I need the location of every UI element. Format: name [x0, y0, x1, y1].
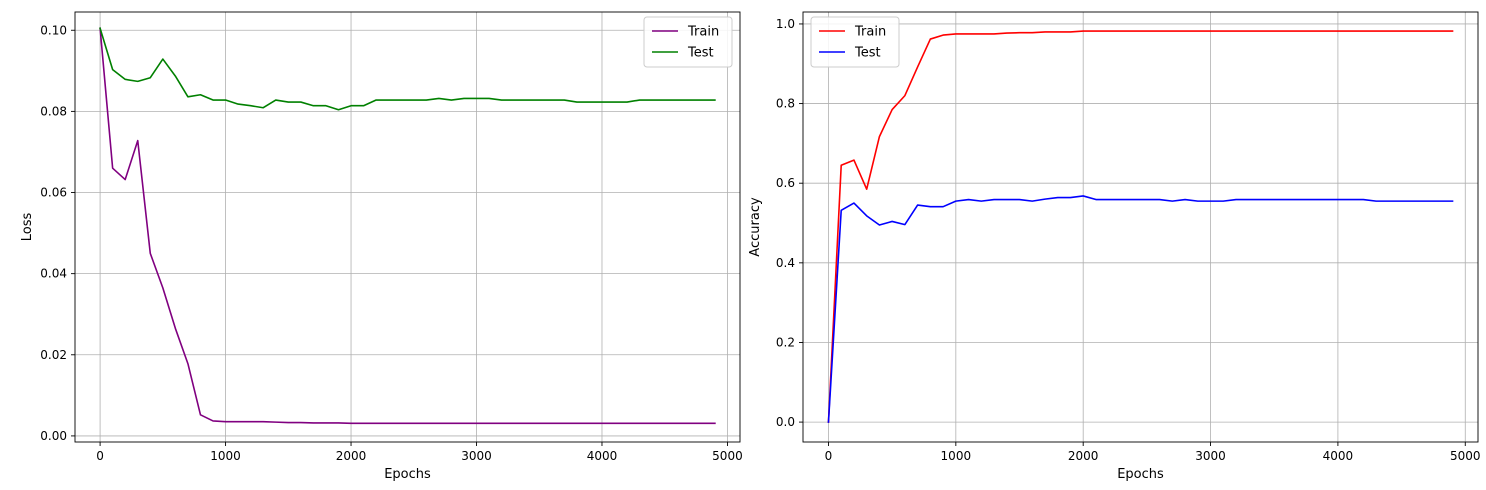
- loss-chart-legend-label-test: Test: [687, 46, 714, 61]
- loss-chart-y-tick-label-0: 0.00: [40, 429, 67, 443]
- accuracy-chart-y-tick-label-5: 1.0: [776, 17, 795, 31]
- loss-chart-plot-frame: [74, 11, 741, 443]
- loss-chart: 0 1000 2000 3000 4000 5000 0.00 0.02 0.04 0.06 0.0…: [20, 11, 743, 482]
- accuracy-chart-frame: [802, 11, 1479, 443]
- accuracy-chart-grid: [803, 12, 1478, 442]
- loss-chart-y-tick-label-1: 0.02: [40, 348, 67, 362]
- accuracy-chart-y-axis-label: Accuracy: [748, 197, 763, 257]
- loss-chart-y-tick-label-2: 0.04: [40, 267, 67, 281]
- accuracy-chart-x-tick-label-4: 4000: [1323, 449, 1354, 463]
- accuracy-chart-x-tick-label-1: 1000: [941, 449, 972, 463]
- accuracy-chart-series-train-line: [827, 30, 1454, 423]
- loss-chart-y-axis-label: Loss: [20, 213, 35, 242]
- accuracy-chart-y-tick-label-3: 0.6: [776, 176, 795, 190]
- loss-chart-x-axis-label: Epochs: [384, 467, 431, 482]
- accuracy-chart-legend-label-test: Test: [854, 46, 881, 61]
- loss-chart-ticks: 0 1000 2000 3000 4000 5000 0.00 0.02 0.04 0.06 0.0…: [40, 23, 742, 463]
- loss-chart-x-tick-label-1: 1000: [210, 449, 241, 463]
- accuracy-chart-plot-frame: [802, 11, 1479, 443]
- loss-chart-series-train-line: [99, 27, 716, 425]
- loss-chart-series: [99, 27, 716, 425]
- loss-chart-x-tick-label-4: 4000: [587, 449, 618, 463]
- loss-chart-series-test-line: [99, 27, 716, 111]
- accuracy-chart: 0 1000 2000 3000 4000 50000.00.20.40.60.81.0 …: [748, 11, 1481, 482]
- accuracy-chart-series: [827, 30, 1454, 423]
- loss-chart-x-tick-label-3: 3000: [461, 449, 492, 463]
- accuracy-chart-y-tick-label-2: 0.4: [776, 256, 795, 270]
- loss-chart-x-tick-label-2: 2000: [336, 449, 367, 463]
- accuracy-chart-y-tick-label-4: 0.8: [776, 97, 795, 111]
- accuracy-chart-legend-box: [810, 16, 900, 68]
- accuracy-chart-x-tick-label-5: 5000: [1450, 449, 1481, 463]
- accuracy-chart-y-tick-label-1: 0.2: [776, 335, 795, 349]
- accuracy-chart-series-test-line: [827, 195, 1454, 423]
- accuracy-chart-legend-label-train: Train: [854, 25, 886, 40]
- loss-chart-x-tick-label-5: 5000: [712, 449, 743, 463]
- loss-chart-grid: [75, 12, 740, 442]
- accuracy-chart-y-tick-label-0: 0.0: [776, 415, 795, 429]
- loss-chart-frame: [74, 11, 741, 443]
- loss-chart-legend-label-train: Train: [687, 25, 719, 40]
- accuracy-chart-x-tick-label-2: 2000: [1068, 449, 1099, 463]
- loss-chart-legend-box: [643, 16, 733, 68]
- loss-chart-y-tick-label-5: 0.10: [40, 23, 67, 37]
- loss-chart-legend: Train Test: [643, 16, 733, 68]
- accuracy-chart-x-axis-label: Epochs: [1117, 467, 1164, 482]
- loss-chart-y-tick-label-3: 0.06: [40, 186, 67, 200]
- accuracy-chart-legend: Train Test: [810, 16, 900, 68]
- loss-chart-x-tick-label-0: 0: [96, 449, 104, 463]
- loss-chart-y-tick-label-4: 0.08: [40, 104, 67, 118]
- accuracy-chart-ticks: 0 1000 2000 3000 4000 5000 0.0 0.2 0.4 0.6 0.8 1.0: [776, 17, 1481, 463]
- accuracy-chart-x-tick-label-3: 3000: [1195, 449, 1226, 463]
- accuracy-chart-x-tick-label-0: 0: [825, 449, 833, 463]
